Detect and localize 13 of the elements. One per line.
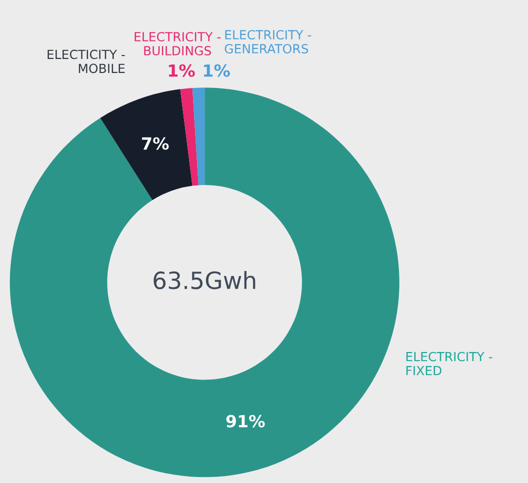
slice-label: ELECTRICITY - BUILDINGS [134,32,221,56]
data-label: 1% [168,64,195,77]
slice-label: ELECTRICITY - FIXED [406,352,492,376]
donut-slice [10,88,400,478]
donut-slice [180,88,198,186]
donut-slice [192,88,205,186]
data-label: 1% [204,64,230,77]
data-label: 91% [226,414,265,428]
slice-label: ELECTICITY - MOBILE [48,50,125,74]
slice-label: ELECTRICITY - GENERATORS [224,30,312,54]
data-label: 7% [142,137,169,150]
donut-slice [100,89,192,200]
text: 63.5Gwh [154,270,256,290]
